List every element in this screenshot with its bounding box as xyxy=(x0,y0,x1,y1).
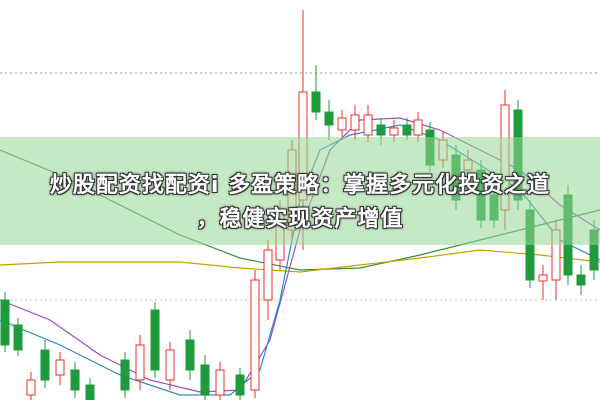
candle-body xyxy=(538,274,548,282)
candle-body xyxy=(350,114,360,131)
moving-average xyxy=(0,249,600,273)
candle-body xyxy=(324,111,334,126)
candle-body xyxy=(165,349,175,381)
candle-body xyxy=(263,249,273,301)
candle-body xyxy=(235,374,245,396)
candle-body xyxy=(26,379,36,396)
candle-body xyxy=(70,369,80,391)
candle-body xyxy=(376,124,386,136)
banner-title: 炒股配资找配资i 多盈策略：掌握多元化投资之道 xyxy=(49,173,551,198)
banner-title: ，稳健实现资产增值 xyxy=(196,207,404,232)
candle-body xyxy=(200,364,210,396)
candle-body xyxy=(311,91,321,113)
candle-body xyxy=(363,114,373,136)
candle-body xyxy=(55,359,65,376)
candle-body xyxy=(402,124,412,136)
candle-body xyxy=(135,344,145,381)
candle-body xyxy=(0,299,10,346)
candle-body xyxy=(185,339,195,371)
candle-body xyxy=(215,369,225,396)
candle-body xyxy=(85,384,95,400)
candle-body xyxy=(413,119,423,136)
candle-body xyxy=(389,127,399,136)
candle-body xyxy=(576,274,586,286)
candle-body xyxy=(250,279,260,391)
candle-body xyxy=(40,349,50,381)
candle-body xyxy=(13,324,23,351)
candle-body xyxy=(120,359,130,391)
candle-body xyxy=(150,309,160,371)
candle-body xyxy=(337,117,347,131)
banner xyxy=(0,137,600,245)
